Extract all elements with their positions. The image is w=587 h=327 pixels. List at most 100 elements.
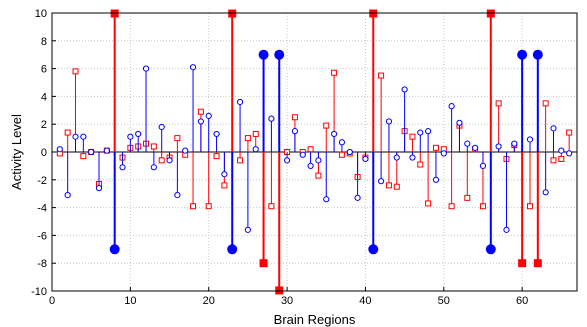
stem-marker [393, 154, 400, 161]
stem-marker [197, 108, 204, 115]
stem-marker [283, 157, 291, 164]
stem-marker [244, 135, 251, 142]
stem-marker [252, 130, 259, 137]
stem-marker [236, 98, 244, 106]
stem-marker [227, 244, 238, 255]
stem-marker [362, 155, 369, 163]
stem-marker [542, 189, 549, 196]
stem-series [56, 9, 573, 295]
y-axis-ticks: -10 -8 -6 -4 -2 0 2 4 6 8 10 [31, 8, 56, 298]
stem-marker [393, 183, 400, 190]
y-tick-label: 0 [41, 147, 47, 159]
stem-marker [409, 154, 416, 161]
stem-marker [252, 146, 259, 153]
stem-marker [425, 128, 432, 135]
stem-marker [72, 133, 79, 140]
y-tick-label: -2 [37, 175, 47, 187]
x-axis-ticks: 0 10 20 30 40 50 60 [49, 287, 528, 307]
stem-marker [135, 130, 142, 138]
stem-marker [72, 68, 79, 75]
stem-marker [542, 100, 549, 107]
stem-marker [150, 143, 157, 150]
stem-marker [368, 244, 379, 255]
stem-marker [503, 226, 510, 233]
stem-marker [550, 125, 557, 132]
stem-marker [268, 203, 275, 210]
stem-marker [511, 140, 518, 147]
stem-marker [174, 191, 181, 199]
stem-marker [550, 157, 557, 164]
stem-marker [533, 259, 542, 268]
stem-marker [103, 147, 110, 154]
stem-marker [268, 115, 275, 122]
stem-marker [189, 64, 197, 71]
stem-marker [205, 112, 212, 119]
stem-marker [417, 129, 424, 136]
stem-marker [150, 164, 157, 171]
stem-marker [385, 118, 393, 125]
x-tick-label: 10 [124, 295, 136, 307]
stem-marker [448, 203, 455, 210]
stem-marker [323, 196, 330, 203]
stem-marker [479, 203, 486, 210]
y-tick-label: -10 [31, 286, 47, 298]
stem-marker [315, 172, 322, 179]
stem-marker [142, 65, 150, 72]
stem-marker [401, 86, 408, 93]
stem-marker [56, 146, 63, 153]
x-tick-label: 40 [359, 295, 371, 307]
stem-marker [472, 144, 479, 151]
stem-marker [244, 226, 251, 233]
stem-marker [307, 146, 314, 153]
stem-marker [174, 135, 181, 142]
y-tick-label: 2 [41, 119, 47, 131]
stem-marker [119, 164, 126, 171]
stem-marker [432, 144, 439, 151]
stem-marker [221, 171, 228, 178]
stem-marker [64, 191, 71, 199]
y-tick-label: -8 [37, 258, 47, 270]
stem-marker [109, 244, 120, 255]
stem-marker [64, 129, 71, 136]
stem-marker [299, 151, 306, 158]
stem-marker [197, 118, 204, 125]
stem-marker [495, 100, 502, 107]
x-tick-label: 50 [438, 295, 450, 307]
stem-marker [80, 133, 87, 140]
stem-marker [479, 162, 487, 169]
stem-marker [432, 176, 440, 183]
stem-marker [464, 194, 471, 201]
stem-marker [127, 133, 134, 140]
stem-marker [558, 155, 565, 162]
stem-marker [190, 203, 197, 210]
stem-marker [526, 136, 534, 143]
y-tick-label: 4 [41, 91, 47, 103]
stem-marker [88, 148, 95, 156]
stem-marker [425, 200, 432, 207]
stem-marker [346, 148, 353, 156]
stem-marker [378, 178, 385, 185]
stem-marker [158, 123, 165, 131]
stem-marker [205, 203, 212, 210]
stem-marker [440, 150, 447, 157]
stem-marker [448, 103, 455, 110]
stem-marker [526, 203, 533, 210]
stem-marker [566, 129, 573, 136]
stem-marker [495, 143, 502, 150]
stem-marker [258, 49, 269, 60]
x-tick-label: 0 [49, 295, 55, 307]
x-axis-label: Brain Regions [274, 312, 356, 327]
stem-marker [331, 69, 338, 76]
stem-marker [338, 151, 345, 158]
stem-marker [338, 139, 346, 146]
stem-marker [274, 49, 285, 60]
y-tick-label: 8 [41, 36, 47, 48]
stem-marker [354, 194, 361, 201]
stem-marker [456, 119, 463, 126]
stem-marker [417, 161, 424, 168]
y-tick-label: -4 [37, 203, 47, 215]
y-axis-label: Activity Level [9, 114, 24, 190]
stem-marker [237, 157, 244, 164]
stem-marker [558, 147, 565, 154]
